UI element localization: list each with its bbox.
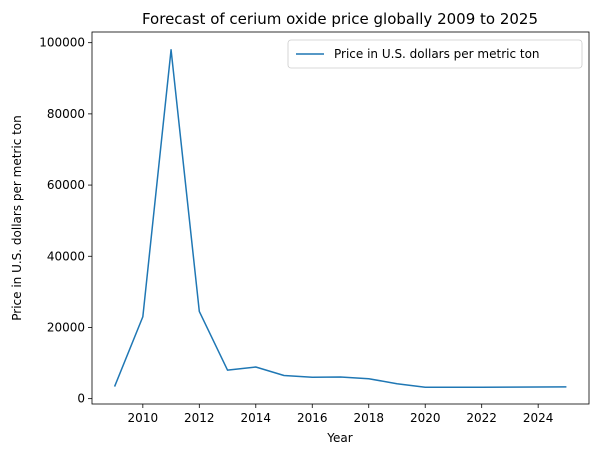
y-tick-label: 60000	[47, 178, 85, 192]
legend-label: Price in U.S. dollars per metric ton	[334, 47, 540, 61]
plot-area	[92, 32, 589, 404]
y-tick-label: 100000	[39, 36, 85, 50]
x-tick-label: 2010	[128, 411, 159, 425]
y-tick-label: 40000	[47, 249, 85, 263]
x-ticks: 2010 2012 2014 2016 2018 2020 2022 2024	[128, 404, 554, 425]
y-tick-label: 0	[77, 392, 85, 406]
y-axis-label: Price in U.S. dollars per metric ton	[10, 115, 24, 321]
legend: Price in U.S. dollars per metric ton	[287, 39, 583, 69]
x-tick-label: 2020	[410, 411, 441, 425]
chart-title: Forecast of cerium oxide price globally …	[142, 10, 538, 28]
x-tick-label: 2016	[297, 411, 328, 425]
x-tick-label: 2018	[353, 411, 384, 425]
x-tick-label: 2014	[241, 411, 272, 425]
y-tick-label: 80000	[47, 107, 85, 121]
line-layer	[113, 49, 567, 389]
x-tick-label: 2024	[523, 411, 554, 425]
legend-box	[287, 39, 583, 69]
x-axis-label: Year	[326, 431, 352, 445]
y-tick-label: 20000	[47, 320, 85, 334]
x-tick-label: 2012	[184, 411, 215, 425]
plot-frame	[91, 31, 590, 405]
series-line-0	[113, 49, 567, 389]
x-tick-label: 2022	[466, 411, 497, 425]
y-ticks: 0 20000 40000 60000 80000 100000	[39, 36, 92, 406]
